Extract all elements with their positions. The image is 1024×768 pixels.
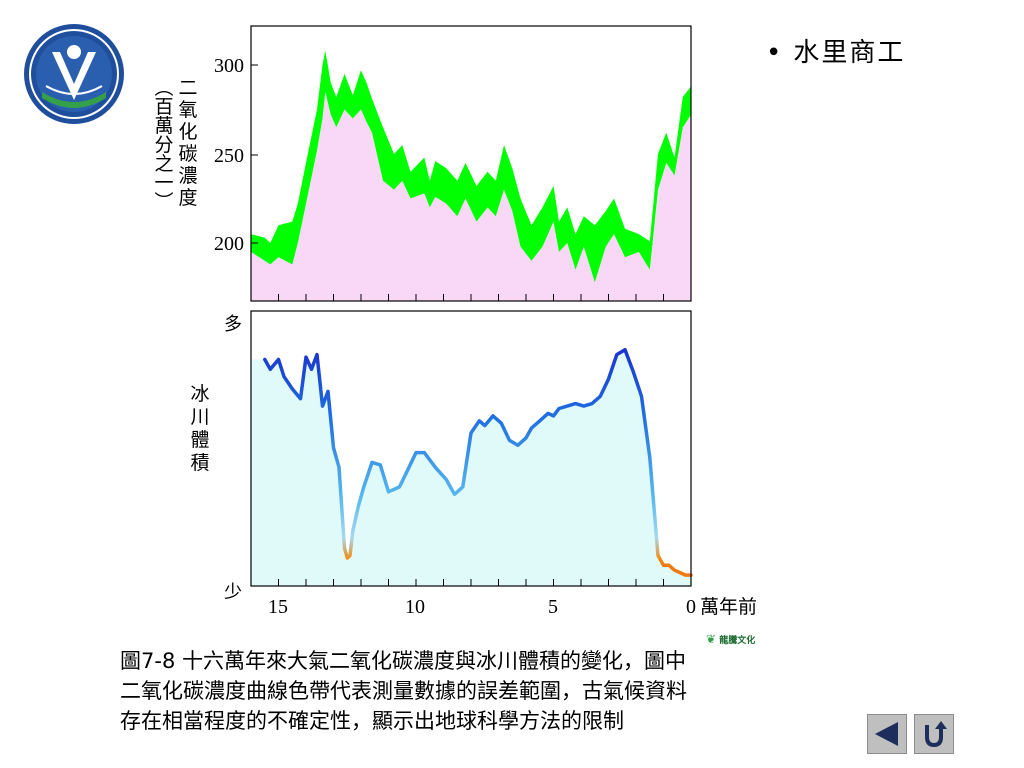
triangle-left-icon xyxy=(875,722,898,746)
x-tick-label-10: 10 xyxy=(405,596,425,618)
ice-panel: 多 少 冰川體積 15 10 5 0 萬年前 xyxy=(190,310,757,618)
paleoclimate-chart: 300 250 200 二氧化碳濃度 ︵百萬分之一︶ 多 少 冰川體積 15 1… xyxy=(154,25,757,618)
co2-error-band xyxy=(251,50,691,283)
leaf-icon: ❦ xyxy=(706,632,717,646)
school-logo xyxy=(24,24,124,124)
x-tick-label-15: 15 xyxy=(268,596,288,618)
x-axis-label: 萬年前 xyxy=(700,596,757,618)
ice-ytick-top: 多 xyxy=(224,314,242,335)
bullet-item: • 水里商工 xyxy=(766,38,906,68)
co2-fill-area xyxy=(251,91,691,301)
co2-y-label: 二氧化碳濃度 xyxy=(178,77,197,209)
u-turn-icon xyxy=(925,721,947,748)
ice-ytick-bottom: 少 xyxy=(224,582,242,603)
ice-fill-area xyxy=(251,349,691,586)
bullet-text: 水里商工 xyxy=(793,38,906,68)
co2-x-ticks xyxy=(250,294,692,301)
ice-x-ticks xyxy=(250,579,692,586)
co2-panel: 300 250 200 二氧化碳濃度 ︵百萬分之一︶ xyxy=(154,25,692,302)
co2-ytick-label-200: 200 xyxy=(214,233,244,255)
publisher-logo: ❦ 龍騰文化 xyxy=(706,632,755,646)
caption-line-2: 二氧化碳濃度曲線色帶代表測量數據的誤差範圍，古氣候資料 xyxy=(120,679,687,703)
ice-volume-line xyxy=(263,347,693,577)
ice-y-label: 冰川體積 xyxy=(190,383,209,474)
co2-ytick-label-250: 250 xyxy=(214,145,244,167)
publisher-name: 龍騰文化 xyxy=(719,636,756,646)
x-tick-label-0: 0 xyxy=(686,596,696,618)
back-button[interactable] xyxy=(867,714,907,754)
x-tick-label-5: 5 xyxy=(548,596,558,618)
return-button[interactable] xyxy=(914,714,954,754)
figure-caption: 圖7-8 十六萬年來大氣二氧化碳濃度與冰川體積的變化，圖中 二氧化碳濃度曲線色帶… xyxy=(120,646,840,736)
caption-line-1: 圖7-8 十六萬年來大氣二氧化碳濃度與冰川體積的變化，圖中 xyxy=(120,649,686,673)
caption-line-3: 存在相當程度的不確定性，顯示出地球科學方法的限制 xyxy=(120,709,624,733)
co2-ytick-label-300: 300 xyxy=(214,55,244,77)
co2-y-label-unit: ︵百萬分之一︶ xyxy=(154,77,173,213)
